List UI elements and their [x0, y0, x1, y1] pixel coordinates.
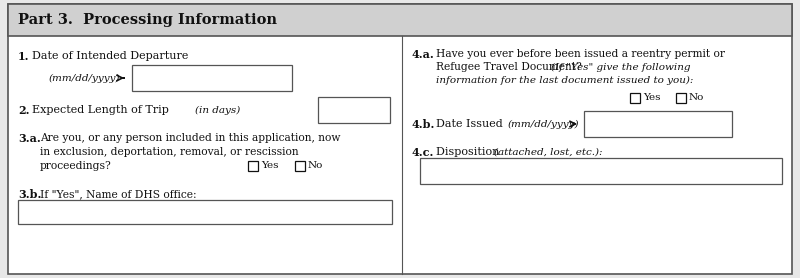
- Text: Date of Intended Departure: Date of Intended Departure: [32, 51, 188, 61]
- Text: No: No: [689, 93, 704, 103]
- Text: in exclusion, deportation, removal, or rescission: in exclusion, deportation, removal, or r…: [40, 147, 298, 157]
- Text: 2.: 2.: [18, 105, 30, 115]
- Text: proceedings?: proceedings?: [40, 161, 112, 171]
- Text: If "Yes", Name of DHS office:: If "Yes", Name of DHS office:: [40, 189, 197, 199]
- Bar: [676, 93, 686, 103]
- Text: (mm/dd/yyyy): (mm/dd/yyyy): [49, 73, 120, 83]
- Text: Have you ever before been issued a reentry permit or: Have you ever before been issued a reent…: [436, 49, 725, 59]
- Bar: [295, 161, 305, 171]
- Text: 3.a.: 3.a.: [18, 133, 41, 143]
- Text: No: No: [308, 162, 323, 170]
- Text: Yes: Yes: [261, 162, 278, 170]
- Text: 3.b.: 3.b.: [18, 188, 42, 200]
- Bar: [132, 65, 292, 91]
- Text: information for the last document issued to you):: information for the last document issued…: [436, 75, 694, 85]
- Text: Refugee Travel Document?: Refugee Travel Document?: [436, 62, 585, 72]
- Text: (mm/dd/yyyy): (mm/dd/yyyy): [508, 120, 579, 128]
- Text: Are you, or any person included in this application, now: Are you, or any person included in this …: [40, 133, 341, 143]
- Bar: [18, 200, 392, 224]
- Text: 4.a.: 4.a.: [412, 48, 434, 59]
- Text: (If "Yes" give the following: (If "Yes" give the following: [551, 63, 690, 71]
- Bar: [248, 161, 258, 171]
- Text: (attached, lost, etc.):: (attached, lost, etc.):: [494, 148, 602, 157]
- Bar: [630, 93, 640, 103]
- Text: Yes: Yes: [643, 93, 661, 103]
- Text: 4.c.: 4.c.: [412, 147, 434, 158]
- Text: Date Issued: Date Issued: [436, 119, 502, 129]
- Text: 4.b.: 4.b.: [412, 118, 435, 130]
- Bar: [584, 111, 732, 137]
- Text: Expected Length of Trip: Expected Length of Trip: [32, 105, 172, 115]
- Text: Part 3.  Processing Information: Part 3. Processing Information: [18, 13, 277, 27]
- Bar: [318, 97, 390, 123]
- Bar: [420, 158, 782, 184]
- Bar: [8, 4, 792, 36]
- Text: (in days): (in days): [195, 105, 240, 115]
- Text: 1.: 1.: [18, 51, 30, 61]
- Text: Disposition: Disposition: [436, 147, 503, 157]
